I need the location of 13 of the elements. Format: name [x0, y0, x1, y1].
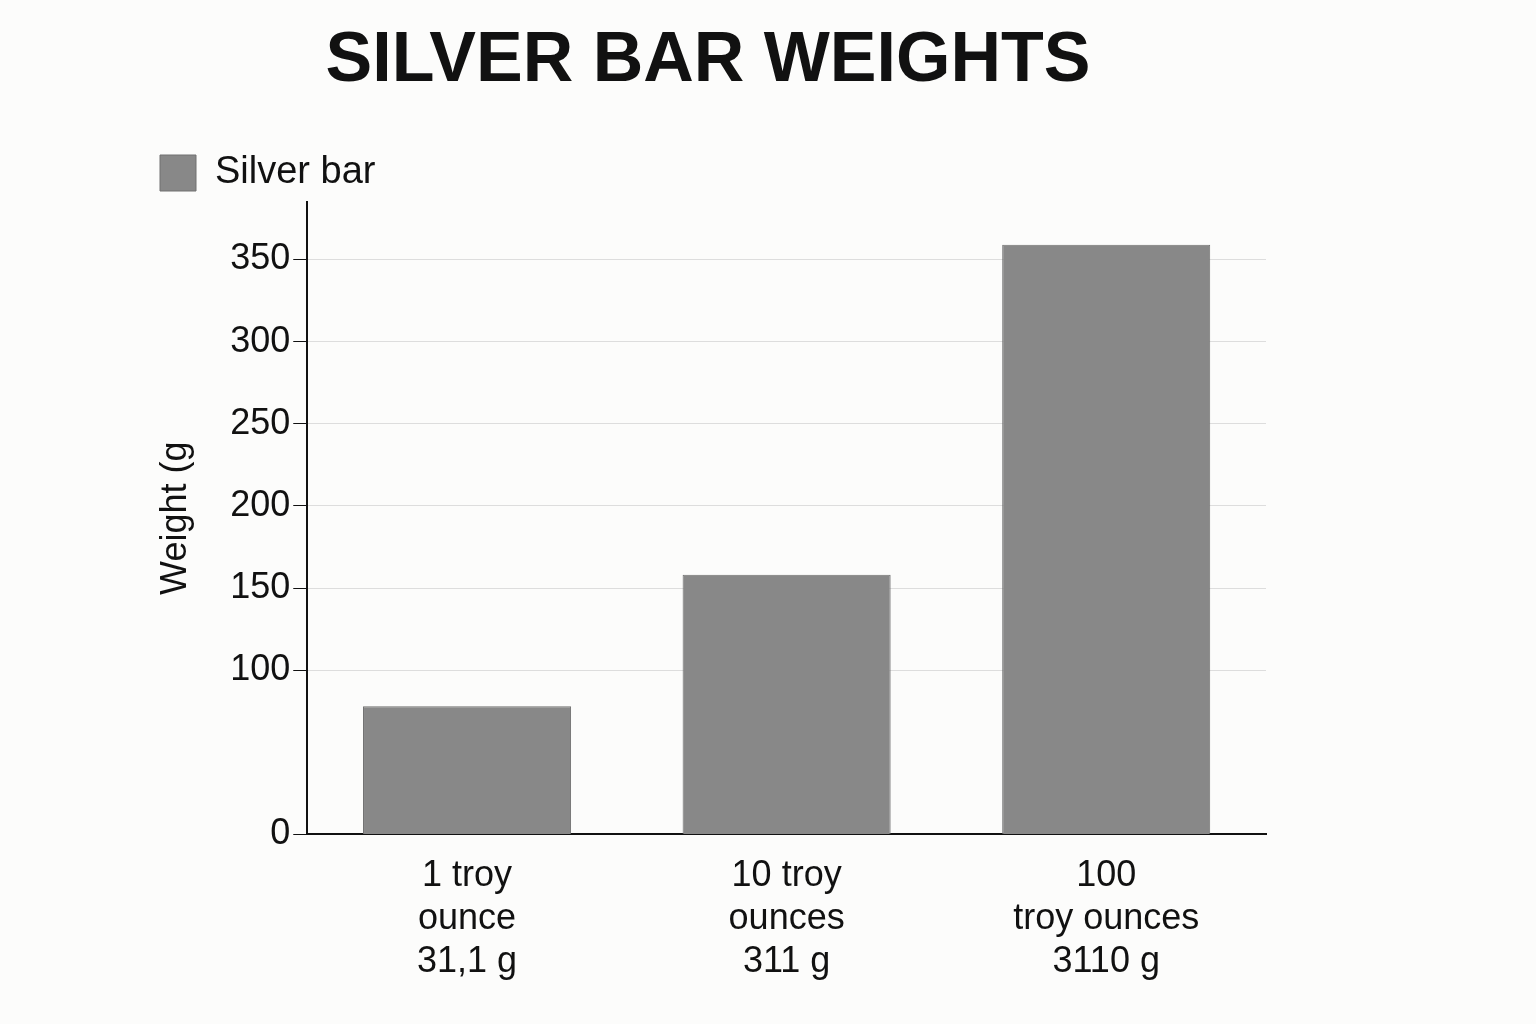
- x-tick-label: 100 troy ounces 3110 g: [1013, 852, 1200, 981]
- y-tick-label: 300: [230, 318, 291, 360]
- x-tick-label: 10 troy ounces 311 g: [728, 852, 845, 981]
- y-tick-label: 150: [230, 564, 291, 606]
- y-tick-label: 350: [230, 236, 291, 278]
- legend-label: Silver bar: [215, 149, 376, 192]
- chart-title: SILVER BAR WEIGHTS: [325, 18, 1091, 97]
- y-axis-title: Weight (g: [152, 441, 194, 595]
- y-tick-label: 0: [270, 811, 291, 853]
- y-tick-label: 200: [230, 482, 291, 524]
- x-tick-label: 1 troy ounce 31,1 g: [417, 852, 518, 981]
- y-tick-label: 100: [230, 647, 291, 689]
- y-tick-label: 250: [230, 400, 291, 442]
